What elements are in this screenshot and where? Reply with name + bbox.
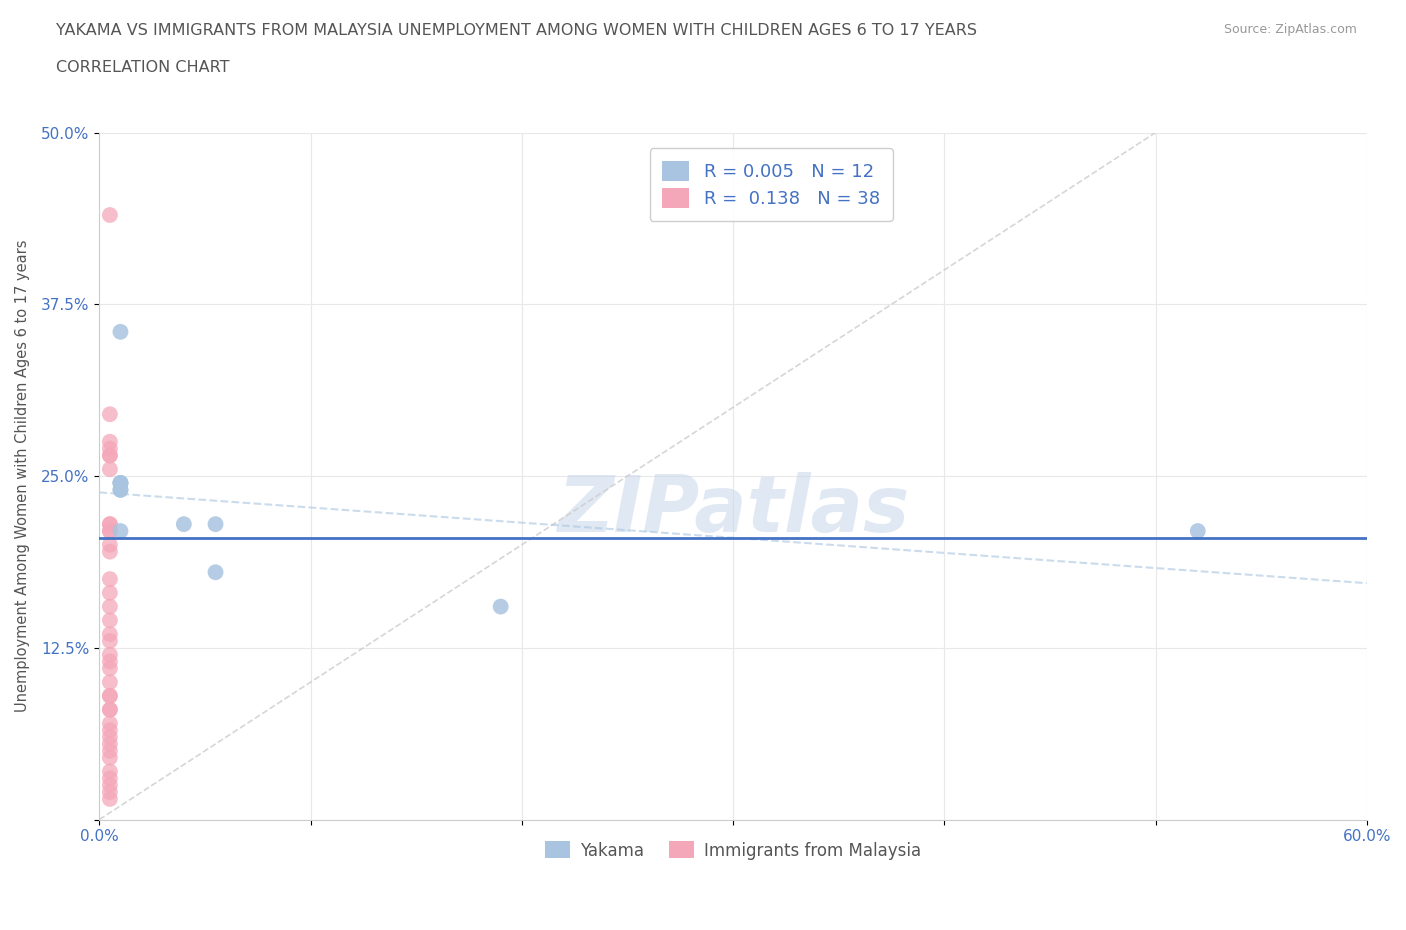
Point [98,524,121,538]
Point [98,517,121,532]
Point [98,723,121,737]
Point [98,654,121,669]
Text: CORRELATION CHART: CORRELATION CHART [56,60,229,75]
Point [98,207,121,222]
Point [98,633,121,648]
Point [98,406,121,421]
Y-axis label: Unemployment Among Women with Children Ages 6 to 17 years: Unemployment Among Women with Children A… [15,240,30,712]
Point [98,730,121,745]
Point [98,524,121,538]
Legend: Yakama, Immigrants from Malaysia: Yakama, Immigrants from Malaysia [538,834,928,866]
Point [98,702,121,717]
Text: ZIPatlas: ZIPatlas [557,472,910,549]
Point [98,675,121,690]
Point [98,647,121,662]
Point [98,585,121,600]
Point [98,743,121,758]
Point [98,702,121,717]
Point [204,517,226,532]
Point [110,524,132,538]
Point [98,688,121,703]
Point [98,688,121,703]
Point [98,737,121,751]
Point [110,483,132,498]
Point [98,572,121,587]
Point [98,764,121,779]
Point [98,538,121,552]
Text: YAKAMA VS IMMIGRANTS FROM MALAYSIA UNEMPLOYMENT AMONG WOMEN WITH CHILDREN AGES 6: YAKAMA VS IMMIGRANTS FROM MALAYSIA UNEMP… [56,23,977,38]
Point [98,627,121,642]
Point [98,434,121,449]
Point [98,462,121,477]
Point [98,517,121,532]
Text: Source: ZipAtlas.com: Source: ZipAtlas.com [1223,23,1357,36]
Point [98,448,121,463]
Point [98,777,121,792]
Point [110,475,132,490]
Point [1187,524,1209,538]
Point [110,325,132,339]
Point [98,785,121,800]
Point [98,613,121,628]
Point [204,565,226,579]
Point [489,599,512,614]
Point [98,791,121,806]
Point [110,475,132,490]
Point [98,441,121,456]
Point [98,751,121,765]
Point [110,483,132,498]
Point [98,771,121,786]
Point [110,475,132,490]
Point [98,599,121,614]
Point [98,716,121,731]
Point [173,517,195,532]
Point [98,448,121,463]
Point [98,661,121,676]
Point [98,544,121,559]
